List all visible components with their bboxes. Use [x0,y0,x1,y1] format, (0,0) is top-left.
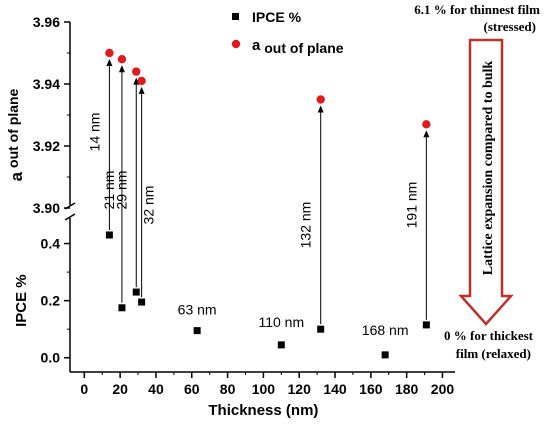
x-axis-title: Thickness (nm) [208,402,318,419]
ipce-point [132,288,140,296]
thickness-label: 32 nm [141,186,157,225]
x-tick-label: 160 [359,381,383,397]
lattice-point [422,120,431,129]
legend-marker-lattice [231,39,241,49]
ipce-point [105,231,113,239]
thickness-label: 191 nm [403,182,419,229]
thickness-label: 168 nm [362,322,409,338]
lattice-point [105,48,114,58]
connector-arrowhead [133,77,140,85]
ipce-point [422,321,430,329]
plot-area: 0 20 40 60 80 100 120 140 160 180 200 Thickness (nm… [5,2,540,419]
connector-arrowhead [106,59,113,66]
y-tick-label-upper: 3.90 [33,200,60,216]
y-tick-label-upper: 3.92 [33,138,60,154]
y-tick-label-lower: 0.4 [41,236,61,252]
thickness-label: 14 nm [86,113,102,152]
connector-arrowhead [317,105,324,113]
lattice-expansion-label: Lattice expansion compared to bulk [481,61,496,276]
x-tick-label: 40 [148,381,164,397]
y-axis-title-lower: IPCE % [13,274,30,327]
y-axis-title-upper: a out of plane [5,88,26,181]
ipce-point [277,341,285,349]
ipce-point [138,298,146,306]
lattice-point [132,67,141,76]
x-tick-label: 200 [431,381,455,397]
lattice-expansion-arrow [458,38,514,326]
x-tick-label: 120 [288,381,312,397]
legend-label-lattice: a out of plane [252,37,344,56]
x-tick-label: 180 [395,381,419,397]
thickness-label: 132 nm [298,202,314,249]
x-tick-label: 80 [220,381,236,397]
y-tick-label-lower: 0.2 [41,293,61,309]
y-tick-label-upper: 3.94 [33,76,60,92]
ipce-point [118,304,126,312]
ipce-point [193,327,201,335]
connector-arrowhead [118,65,125,73]
x-tick-label: 140 [323,381,347,397]
x-tick-label: 100 [252,381,276,397]
legend-label-ipce: IPCE % [252,9,302,25]
thickness-label: 29 nm [113,171,129,210]
y-tick-label-upper: 3.96 [33,14,60,30]
bottom-note: 0 % for thickest [444,328,534,343]
thickness-label: 21 nm [101,171,117,210]
connector-arrowhead [423,130,430,138]
lattice-point [316,95,325,104]
ipce-point [381,351,389,359]
lattice-point [137,76,146,86]
axis-break-mark [64,213,76,221]
ipce-point [317,325,325,333]
top-note: 6.1 % for thinnest film [414,2,540,17]
legend-marker-ipce [232,13,239,20]
x-tick-label: 0 [80,381,88,397]
thickness-label: 63 nm [178,302,217,318]
x-tick-label: 60 [184,381,200,397]
y-tick-label-lower: 0.0 [41,350,61,366]
connector-arrowhead [138,86,145,94]
lattice-point [117,55,127,64]
thickness-label: 110 nm [258,314,304,330]
x-tick-label: 20 [112,381,128,397]
bottom-note: film (relaxed) [456,346,531,361]
top-note: (stressed) [484,19,536,34]
